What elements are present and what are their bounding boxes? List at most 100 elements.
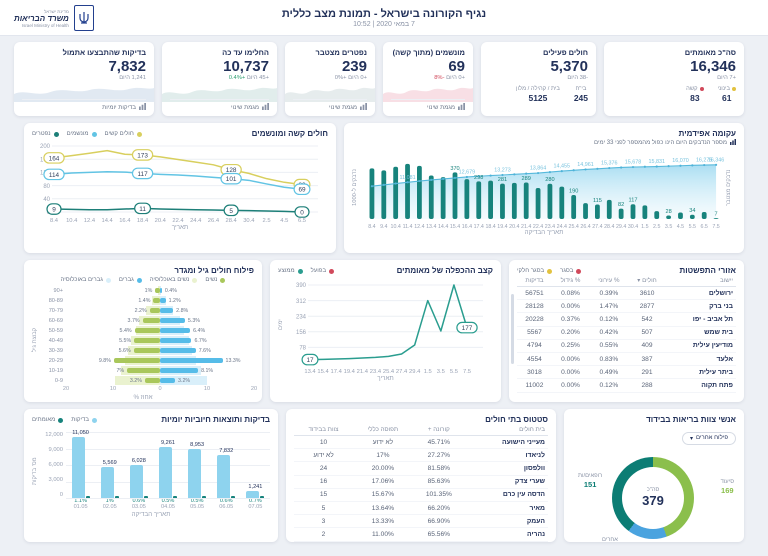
column-header[interactable]: % גידול xyxy=(551,275,590,287)
svg-text:6.5: 6.5 xyxy=(701,224,708,229)
men-value-label: 7.6% xyxy=(198,347,211,354)
date-label: 01.05 xyxy=(73,504,88,510)
row-name[interactable]: נהריה xyxy=(464,527,548,542)
row-name[interactable]: פתח תקוה xyxy=(665,378,736,393)
age-gender-chart[interactable]: 90+ 1% 0.4% 80-89 1.4% 1.2% 70-79 2.2% 2.8% 60-69… xyxy=(42,286,257,394)
row-name[interactable]: ביתר עילית xyxy=(665,365,736,380)
column-header[interactable]: בית חולים xyxy=(464,424,548,436)
kpi-trend-toggle[interactable]: בדיקות יומיות xyxy=(22,99,146,112)
svg-text:17.4: 17.4 xyxy=(331,369,343,375)
svg-text:27.4: 27.4 xyxy=(592,224,602,229)
column-header[interactable]: חולים ▾ xyxy=(628,275,666,287)
row-name[interactable]: העמק xyxy=(464,514,548,529)
epidemic-curve-chart[interactable]: 370 298 281 289 280 190 115 82 117 28 34 7 11,081 12,… xyxy=(362,147,726,230)
kpi-trend-toggle[interactable]: מגמת שינוי xyxy=(391,99,465,112)
donut-ring[interactable]: סה"כ 379 xyxy=(612,456,694,539)
column-header[interactable]: קורונה + xyxy=(412,424,465,436)
row-name[interactable]: בית שמש xyxy=(665,326,736,340)
svg-text:23.4: 23.4 xyxy=(545,224,555,229)
row-name[interactable]: שערי צדק xyxy=(464,475,548,489)
svg-text:11,081: 11,081 xyxy=(399,175,415,181)
row-value: 2877 xyxy=(628,299,666,314)
row-value: 409 xyxy=(628,339,666,353)
segment-label-nursing: סיעוד 169 xyxy=(720,478,734,495)
pyramid-row: 20-29 9.8% 13.3% xyxy=(42,356,254,365)
tests-bar-group[interactable]: 7,832 xyxy=(212,432,241,498)
kpi-trend-toggle[interactable]: מגמת שינוי xyxy=(170,99,269,112)
men-value-label: 3.2% xyxy=(178,377,191,384)
row-value: 13.64% xyxy=(353,501,413,516)
tests-bar-group[interactable]: 9,261 xyxy=(153,432,182,498)
column-header[interactable]: יישוב xyxy=(665,275,736,287)
kpi-substats: בי"ח 245 בית / קהילה / מלון 5125 xyxy=(489,86,588,103)
column-header[interactable]: % עירוני xyxy=(589,275,629,287)
svg-text:15,678: 15,678 xyxy=(625,160,642,166)
row-name[interactable]: מאיר xyxy=(464,501,548,516)
daily-tests-chart[interactable]: 12,000 9,000 6,000 3,000 0 11,050 5,569 6,028 9,… xyxy=(42,430,270,510)
women-half: 9.8% xyxy=(66,356,160,365)
age-group-label: 60-69 xyxy=(48,317,63,324)
pyramid-row: 60-69 3.7% 5.3% xyxy=(42,316,254,325)
legend-dot xyxy=(329,268,335,274)
svg-text:390: 390 xyxy=(296,283,307,289)
age-gender-x-axis-label: אחוז % xyxy=(133,394,153,401)
row-name[interactable]: הדסה עין כרם xyxy=(464,488,548,502)
row-value: 20228 xyxy=(517,312,552,327)
column-header[interactable]: צוות בבידוד xyxy=(294,424,354,436)
kpi-row: סה"כ מאומתים 16,346 +7 היום בינוני 61 קשה 83 חו… xyxy=(14,42,744,116)
daily-tests-card: בדיקות ותוצאות חיוביות יומיות בדיקות מאומ… xyxy=(24,409,278,542)
age-group-label: 90+ xyxy=(53,287,64,294)
tests-bar-group[interactable]: 11,050 xyxy=(66,430,95,498)
table-scrollbar[interactable] xyxy=(511,294,514,364)
row-name[interactable]: ירושלים xyxy=(665,286,736,301)
table-row: הדסה עין כרם 101.35% 15.67% 15 xyxy=(294,488,548,502)
women-bar xyxy=(155,287,160,294)
row-name[interactable]: מודיעין עילית xyxy=(665,339,736,353)
column-header[interactable]: בדיקות xyxy=(517,275,552,287)
legend-dot xyxy=(547,268,553,274)
tests-bar xyxy=(100,467,114,498)
chevron-down-icon: ▾ xyxy=(689,435,693,442)
svg-text:9: 9 xyxy=(52,206,56,213)
svg-text:10.4: 10.4 xyxy=(66,218,78,224)
row-name[interactable]: וולפסון xyxy=(464,461,548,476)
positives-bar xyxy=(143,496,148,498)
kpi-delta: 1,241 היום xyxy=(119,75,146,81)
staff-isolation-donut[interactable]: סה"כ 379 סיעוד 169 רופאים/ות 151 אחרים 5… xyxy=(572,445,736,542)
epidemic-x-axis-label: תאריך הבדיקה xyxy=(524,229,564,236)
kpi-card-1: חולים פעילים 5,370 -38 היום בי"ח 245 בית / קה… xyxy=(481,42,596,116)
svg-text:312: 312 xyxy=(296,299,307,305)
kpi-substats: בינוני 61 קשה 83 xyxy=(612,86,736,103)
women-value-label: 9.8% xyxy=(98,357,111,364)
women-half: 5.6% xyxy=(66,346,160,355)
positive-pct-label: 0.6% xyxy=(219,498,233,504)
doubling-rate-chart[interactable]: 78 156 234 312 390 13.4 15.4 17.4 19.4 21.4 23.4 25… xyxy=(288,275,493,375)
tests-bar-group[interactable]: 6,028 xyxy=(124,432,153,498)
row-name[interactable]: בני ברק xyxy=(665,299,736,314)
svg-text:3.5: 3.5 xyxy=(665,224,672,229)
column-header[interactable]: תפוסה כללי xyxy=(353,424,413,436)
severe-ventilated-chart[interactable]: 040801201602008.410.412.414.416.418.420.… xyxy=(32,138,328,224)
row-name[interactable]: תל אביב - יפו xyxy=(665,312,736,327)
legend-item: גברים באוכלוסיה xyxy=(61,277,111,283)
legend-item: ממוצע xyxy=(278,268,303,274)
row-name[interactable]: אלעד xyxy=(665,352,736,367)
age-group-label: 70-79 xyxy=(48,307,63,314)
staff-breakdown-dropdown[interactable]: פילוח אחרים ▾ xyxy=(681,431,736,445)
tests-bar-group[interactable]: 1,241 xyxy=(241,432,270,498)
men-bar xyxy=(160,367,199,374)
tests-y-axis-label: מס' בדיקות xyxy=(32,457,38,485)
svg-text:173: 173 xyxy=(137,152,148,159)
svg-text:16,346: 16,346 xyxy=(708,157,725,163)
row-name[interactable]: לניאדו xyxy=(464,448,548,463)
tests-bar-group[interactable]: 5,569 xyxy=(95,432,124,498)
svg-text:101: 101 xyxy=(226,176,237,183)
kpi-substat-value: 5125 xyxy=(528,93,548,103)
svg-text:4.5: 4.5 xyxy=(280,218,288,224)
row-value: 0.42% xyxy=(589,326,629,340)
women-bar xyxy=(144,377,160,384)
svg-text:289: 289 xyxy=(522,176,531,182)
row-name[interactable]: מעייני הישועה xyxy=(464,435,548,450)
tests-bar-group[interactable]: 8,953 xyxy=(183,432,212,498)
kpi-trend-toggle[interactable]: מגמת שינוי xyxy=(293,99,367,112)
